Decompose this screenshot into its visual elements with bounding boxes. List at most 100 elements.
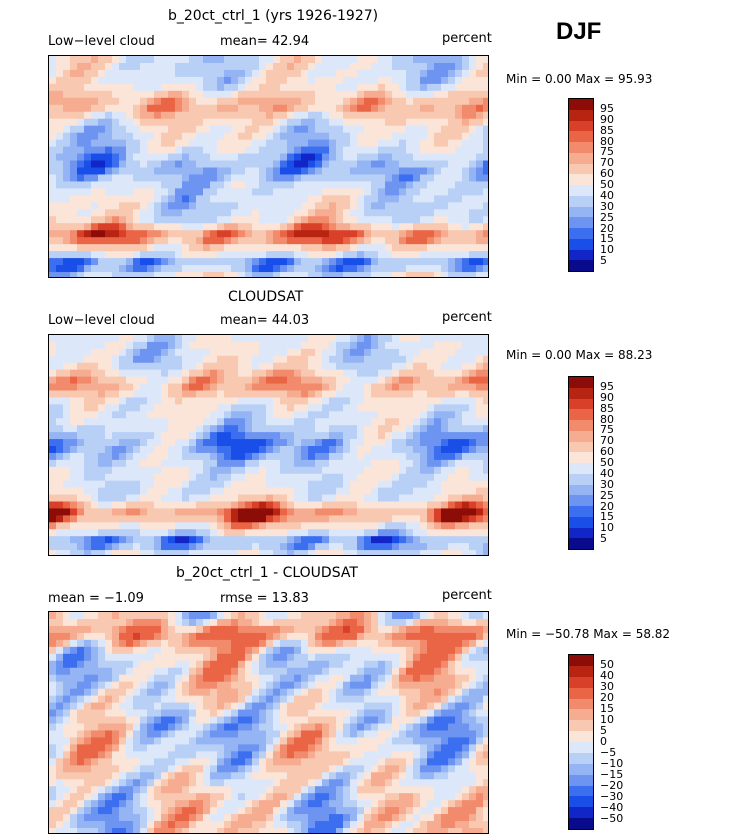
map-cell (273, 674, 281, 683)
map-cell (483, 459, 488, 468)
map-cell (350, 695, 358, 704)
map-cell (84, 522, 92, 530)
map-cell (154, 452, 162, 461)
map-cell (413, 125, 421, 134)
map-cell (140, 62, 148, 71)
map-cell (161, 244, 169, 252)
map-cell (476, 480, 484, 489)
map-cell (476, 362, 484, 371)
map-cell (252, 244, 260, 252)
map-cell (483, 56, 488, 64)
map-cell (266, 702, 274, 711)
map-cell (266, 390, 274, 399)
map-cell (49, 62, 57, 71)
map-cell (364, 369, 372, 378)
map-cell (364, 632, 372, 641)
map-cell (210, 411, 218, 419)
map-cell (63, 390, 71, 399)
map-cell (301, 355, 309, 364)
map-cell (189, 494, 197, 503)
map-cell (455, 83, 463, 92)
map-cell (126, 230, 134, 238)
map-cell (147, 244, 155, 252)
map-cell (245, 667, 253, 676)
map-cell (210, 473, 218, 482)
map-cell (175, 76, 183, 85)
map-cell (357, 139, 365, 148)
map-cell (406, 335, 414, 343)
map-cell (364, 83, 372, 92)
map-cell (175, 411, 183, 419)
map-cell (301, 132, 309, 141)
map-cell (238, 473, 246, 482)
map-cell (154, 62, 162, 71)
map-cell (238, 439, 246, 447)
map-cell (427, 695, 435, 704)
map-cell (280, 265, 288, 273)
map-cell (336, 446, 344, 454)
map-cell (322, 174, 330, 183)
map-cell (343, 111, 351, 120)
map-cell (91, 223, 99, 231)
map-cell (483, 439, 488, 447)
map-cell (420, 688, 428, 697)
map-cell (329, 618, 337, 627)
map-cell (84, 118, 92, 127)
map-cell (182, 480, 190, 489)
map-cell (280, 494, 288, 503)
map-cell (420, 160, 428, 169)
map-cell (252, 667, 260, 676)
map-cell (217, 139, 225, 148)
map-cell (322, 536, 330, 544)
map-cell (217, 69, 225, 78)
map-cell (196, 452, 204, 461)
map-cell (217, 348, 225, 357)
map-cell (434, 404, 442, 412)
map-cell (315, 160, 323, 169)
map-cell (98, 97, 106, 106)
map-cell (245, 202, 253, 210)
map-cell (161, 439, 169, 447)
map-cell (133, 681, 141, 690)
map-cell (105, 111, 113, 120)
map-cell (126, 529, 134, 537)
map-cell (70, 202, 78, 210)
map-cell (350, 209, 358, 217)
map-cell (182, 625, 190, 634)
map-cell (140, 550, 148, 555)
map-cell (217, 237, 225, 245)
map-cell (476, 466, 484, 475)
map-cell (105, 660, 113, 669)
map-cell (280, 181, 288, 190)
map-cell (70, 174, 78, 183)
map-cell (182, 335, 190, 343)
coastline-path (58, 371, 124, 435)
map-cell (294, 132, 302, 141)
map-cell (308, 376, 316, 385)
colorbar-band (569, 120, 593, 132)
map-cell (154, 69, 162, 78)
map-cell (301, 674, 309, 683)
map-cell (294, 265, 302, 273)
map-cell (343, 209, 351, 217)
map-cell (469, 369, 477, 378)
map-cell (56, 612, 64, 620)
map-cell (315, 529, 323, 537)
colorbar-band (569, 131, 593, 142)
map-cell (315, 487, 323, 496)
map-cell (441, 418, 449, 426)
map-cell (420, 681, 428, 690)
map-cell (273, 376, 281, 385)
map-cell (238, 272, 246, 277)
map-cell (336, 223, 344, 231)
map-cell (56, 76, 64, 85)
map-cell (371, 146, 379, 155)
map-cell (371, 216, 379, 224)
map-cell (280, 639, 288, 648)
map-cell (308, 355, 316, 364)
map-cell (217, 439, 225, 447)
map-cell (378, 146, 386, 155)
map-cell (259, 487, 267, 496)
map-cell (210, 418, 218, 426)
map-cell (308, 272, 316, 277)
